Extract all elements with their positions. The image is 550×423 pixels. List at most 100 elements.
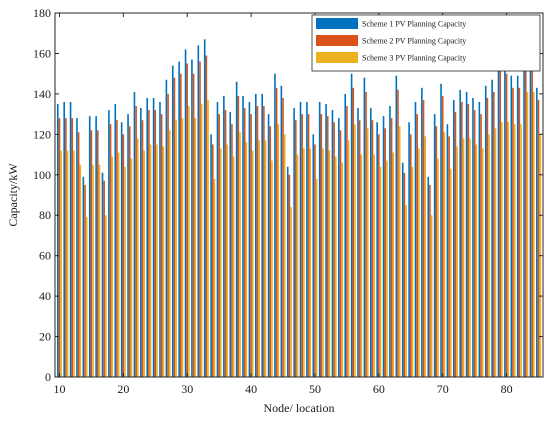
bar-series1-node-54 bbox=[338, 118, 340, 377]
bar-series2-node-31 bbox=[192, 73, 195, 378]
bar-series2-node-62 bbox=[390, 118, 393, 377]
bar-series2-node-81 bbox=[512, 87, 514, 377]
bar-series3-node-41 bbox=[258, 140, 260, 377]
bar-series1-node-74 bbox=[465, 91, 468, 378]
bar-series1-node-79 bbox=[497, 37, 500, 378]
bar-series3-node-77 bbox=[488, 134, 490, 377]
bar-series2-node-71 bbox=[448, 136, 450, 377]
bar-series1-node-26 bbox=[159, 101, 161, 377]
bar-series3-node-76 bbox=[481, 148, 484, 377]
y-tick-label: 0 bbox=[45, 370, 51, 384]
y-tick-label: 80 bbox=[39, 208, 51, 222]
bar-series2-node-18 bbox=[109, 124, 112, 377]
bar-series1-node-34 bbox=[210, 134, 212, 377]
bar-series3-node-65 bbox=[411, 166, 414, 377]
x-tick-label: 70 bbox=[437, 382, 449, 396]
bar-series3-node-54 bbox=[341, 162, 343, 377]
legend-label-series2: Scheme 2 PV Planning Capacity bbox=[362, 37, 466, 46]
bar-series1-node-64 bbox=[401, 162, 404, 377]
bar-series1-node-76 bbox=[478, 101, 481, 377]
bar-series3-node-28 bbox=[175, 120, 177, 378]
bar-series3-node-51 bbox=[322, 148, 324, 377]
bar-series2-node-12 bbox=[71, 118, 74, 377]
plot-frame bbox=[54, 12, 544, 378]
bar-series3-node-39 bbox=[245, 142, 248, 377]
bar-series2-node-44 bbox=[275, 87, 278, 377]
bar-series1-node-23 bbox=[140, 108, 142, 377]
bar-series2-node-48 bbox=[301, 114, 303, 378]
bar-series2-node-73 bbox=[461, 101, 463, 377]
bar-series3-node-57 bbox=[360, 154, 363, 377]
bar-series1-node-50 bbox=[312, 134, 315, 377]
bar-series1-node-67 bbox=[421, 87, 423, 377]
bar-series2-node-28 bbox=[173, 77, 176, 378]
bar-series2-node-27 bbox=[167, 93, 169, 377]
bar-series3-node-42 bbox=[264, 140, 267, 377]
legend-swatch-series2 bbox=[316, 35, 358, 46]
bar-series1-node-17 bbox=[101, 172, 104, 377]
bar-series2-node-32 bbox=[199, 61, 201, 377]
bar-series3-node-17 bbox=[105, 215, 107, 377]
bar-series1-node-29 bbox=[178, 61, 180, 377]
bar-series2-node-82 bbox=[518, 87, 521, 377]
bar-series3-node-68 bbox=[430, 215, 433, 377]
bar-series2-node-14 bbox=[84, 184, 86, 377]
bar-series1-node-46 bbox=[286, 166, 289, 377]
bar-series1-node-53 bbox=[331, 110, 334, 377]
bar-series1-node-75 bbox=[472, 97, 474, 378]
bar-series3-node-30 bbox=[188, 106, 190, 378]
legend-swatch-series1 bbox=[316, 18, 358, 29]
bar-series1-node-22 bbox=[133, 91, 136, 378]
bar-series2-node-74 bbox=[467, 104, 470, 377]
bar-series2-node-42 bbox=[263, 106, 265, 378]
bar-series3-node-61 bbox=[386, 160, 388, 377]
bar-series3-node-20 bbox=[124, 166, 126, 377]
bar-series3-node-71 bbox=[449, 168, 452, 377]
bar-series3-node-14 bbox=[85, 217, 88, 377]
bar-series3-node-78 bbox=[494, 128, 497, 377]
bar-series3-node-66 bbox=[418, 148, 420, 377]
bar-series1-node-66 bbox=[414, 101, 417, 377]
bar-series2-node-51 bbox=[320, 114, 323, 378]
bar-series2-node-23 bbox=[141, 120, 144, 378]
bar-series2-node-30 bbox=[186, 63, 189, 378]
bar-series1-node-19 bbox=[114, 104, 117, 377]
bar-series1-node-14 bbox=[82, 176, 85, 377]
bar-series2-node-80 bbox=[505, 73, 508, 378]
y-tick-label: 120 bbox=[33, 127, 51, 141]
bar-series2-node-21 bbox=[128, 126, 131, 378]
bar-series2-node-43 bbox=[269, 126, 272, 378]
x-tick-label: 40 bbox=[245, 382, 257, 396]
x-tick-label: 20 bbox=[117, 382, 129, 396]
bar-series1-node-78 bbox=[491, 79, 493, 377]
bar-series3-node-32 bbox=[200, 104, 203, 377]
bar-series3-node-19 bbox=[117, 152, 120, 377]
x-tick-label: 60 bbox=[373, 382, 385, 396]
bar-series3-node-46 bbox=[290, 207, 292, 377]
bar-series1-node-31 bbox=[191, 59, 193, 377]
bar-series2-node-60 bbox=[378, 134, 380, 377]
bar-series2-node-37 bbox=[231, 124, 233, 377]
bar-series2-node-10 bbox=[58, 118, 61, 377]
bar-series3-node-83 bbox=[526, 91, 529, 378]
bar-series2-node-20 bbox=[122, 134, 125, 377]
bar-series3-node-75 bbox=[475, 144, 478, 377]
bar-series3-node-59 bbox=[373, 154, 375, 377]
bar-series1-node-13 bbox=[76, 118, 78, 377]
bar-series1-node-21 bbox=[127, 114, 129, 378]
bar-series1-node-42 bbox=[261, 93, 263, 377]
bar-series3-node-79 bbox=[501, 122, 503, 377]
y-tick-label: 180 bbox=[33, 6, 51, 20]
bars-group bbox=[56, 21, 542, 378]
bar-series2-node-41 bbox=[256, 106, 259, 378]
bar-series1-node-71 bbox=[446, 124, 449, 377]
bar-series3-node-70 bbox=[443, 132, 446, 377]
bar-series3-node-22 bbox=[137, 138, 139, 377]
bar-series2-node-39 bbox=[243, 108, 246, 377]
bar-series2-node-13 bbox=[77, 132, 80, 377]
bar-series3-node-13 bbox=[79, 164, 82, 377]
bar-series3-node-26 bbox=[162, 146, 165, 377]
bar-series2-node-65 bbox=[409, 134, 412, 377]
bar-series1-node-10 bbox=[56, 104, 59, 377]
bar-series2-node-55 bbox=[346, 106, 348, 378]
